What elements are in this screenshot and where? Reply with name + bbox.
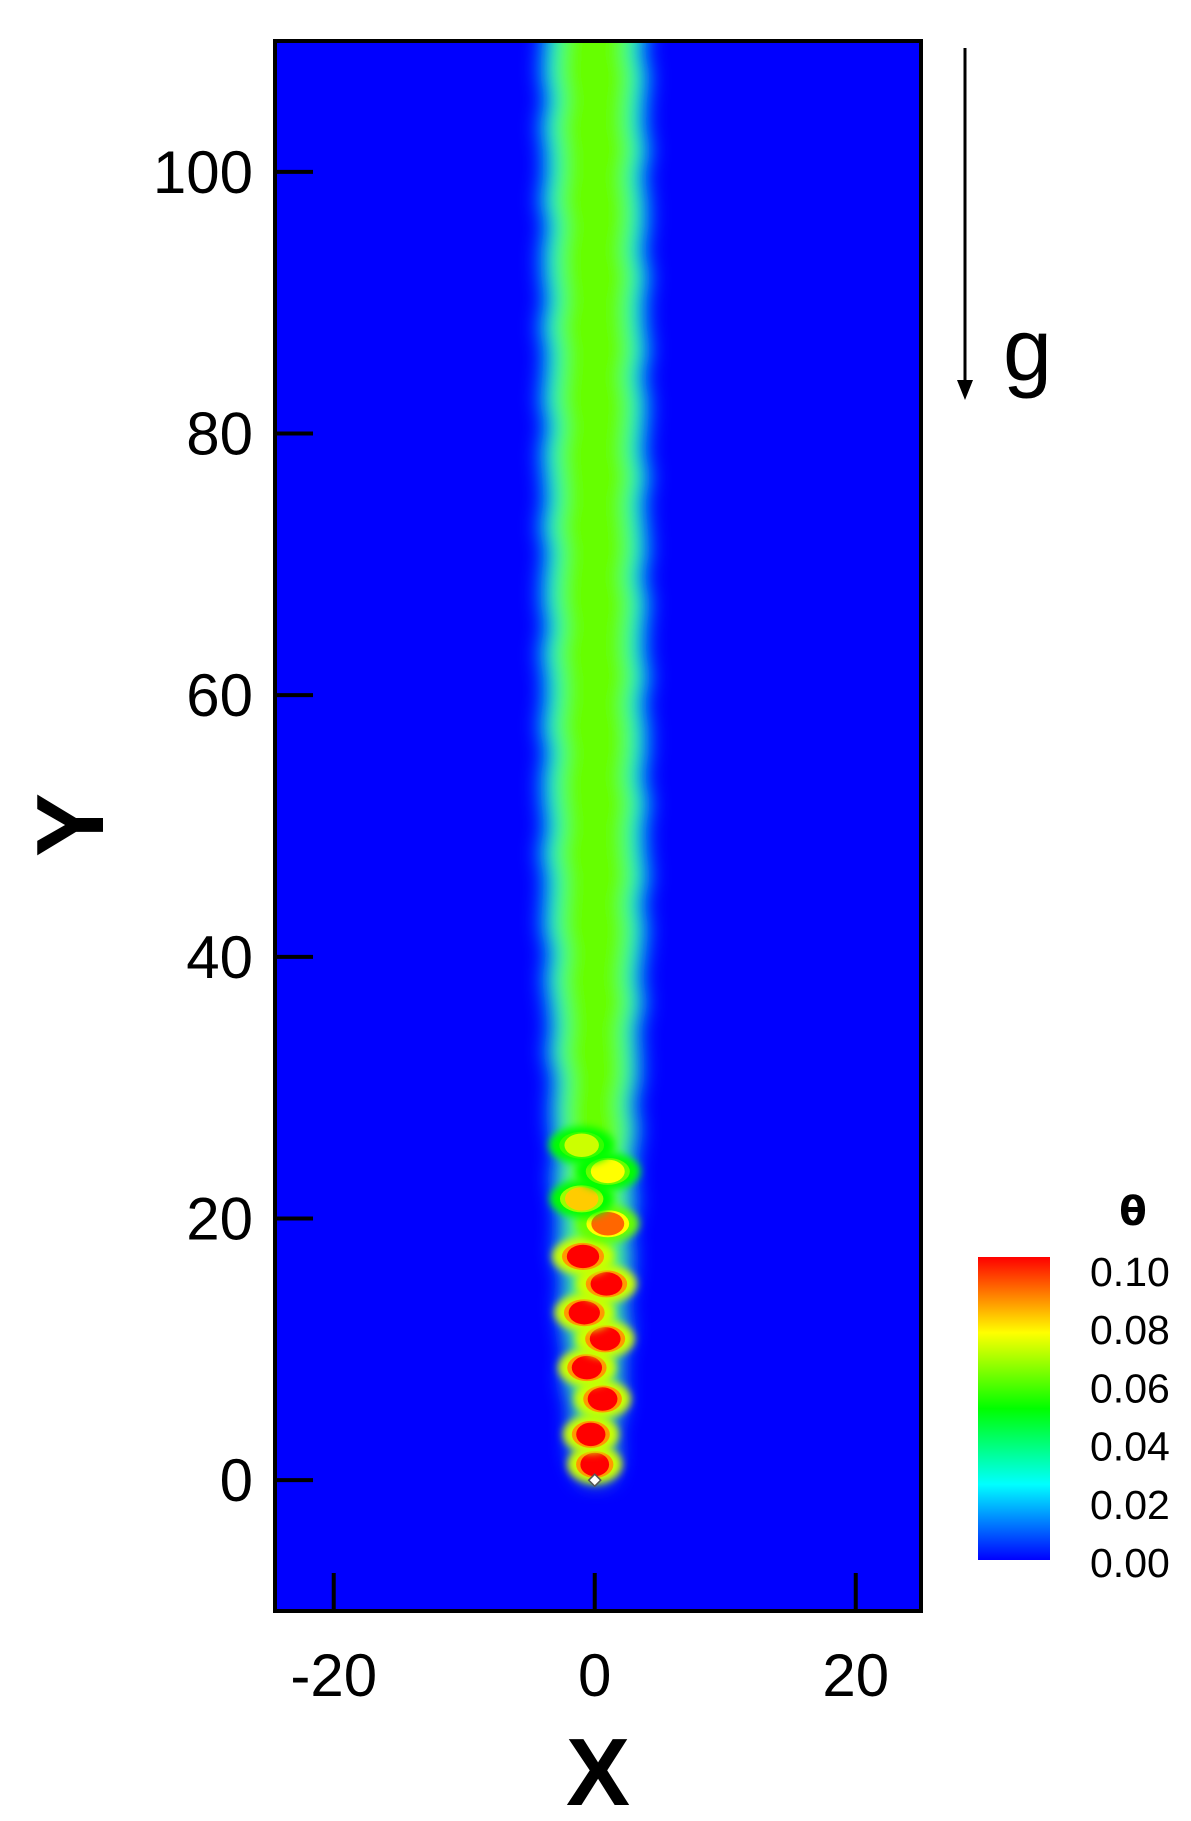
colorbar-tick-label: 0.00 (1090, 1540, 1170, 1586)
x-tick-label: 20 (822, 1642, 889, 1709)
y-tick-label: 0 (220, 1447, 253, 1514)
vortex-core (566, 1244, 600, 1269)
vortex-core (564, 1133, 599, 1157)
plot-frame (273, 39, 923, 1613)
vortex-core (590, 1159, 625, 1184)
gravity-arrow (957, 48, 973, 400)
theta-field (539, 41, 651, 1488)
vortex-core (591, 1211, 625, 1236)
colorbar-gradient (978, 1257, 1050, 1560)
y-tick-label: 40 (186, 924, 253, 991)
gravity-label: g (1003, 300, 1052, 399)
vortex-core (564, 1187, 599, 1211)
y-tick-label: 80 (186, 401, 253, 468)
colorbar-title: θ (1119, 1189, 1146, 1235)
y-axis-label: Y (17, 793, 124, 857)
vortex-core (571, 1355, 603, 1380)
colorbar-tick-label: 0.06 (1090, 1365, 1170, 1411)
vortex-core (568, 1300, 600, 1325)
vortex-core (589, 1327, 621, 1351)
colorbar-tick-label: 0.04 (1090, 1424, 1170, 1470)
vortex-core (590, 1272, 623, 1296)
vortex-core (576, 1422, 606, 1447)
vortex-core (587, 1387, 618, 1411)
y-tick-label: 20 (186, 1186, 253, 1253)
x-axis-label: X (566, 1719, 630, 1821)
source-marker (587, 1473, 602, 1488)
y-tick-label: 100 (153, 139, 253, 206)
vortex-core (580, 1452, 610, 1477)
colorbar: θ 0.00 0.02 0.04 0.06 0.08 0.10 (978, 1189, 1170, 1586)
x-tick-label: -20 (290, 1642, 377, 1709)
x-axis: -20 0 20 (290, 1573, 889, 1709)
colorbar-tick-label: 0.08 (1090, 1307, 1170, 1353)
y-axis: 0 20 40 60 80 100 (153, 139, 313, 1514)
colorbar-tick-label: 0.02 (1090, 1482, 1170, 1528)
y-tick-label: 60 (186, 662, 253, 729)
x-tick-label: 0 (578, 1642, 611, 1709)
colorbar-tick-label: 0.10 (1090, 1249, 1170, 1295)
